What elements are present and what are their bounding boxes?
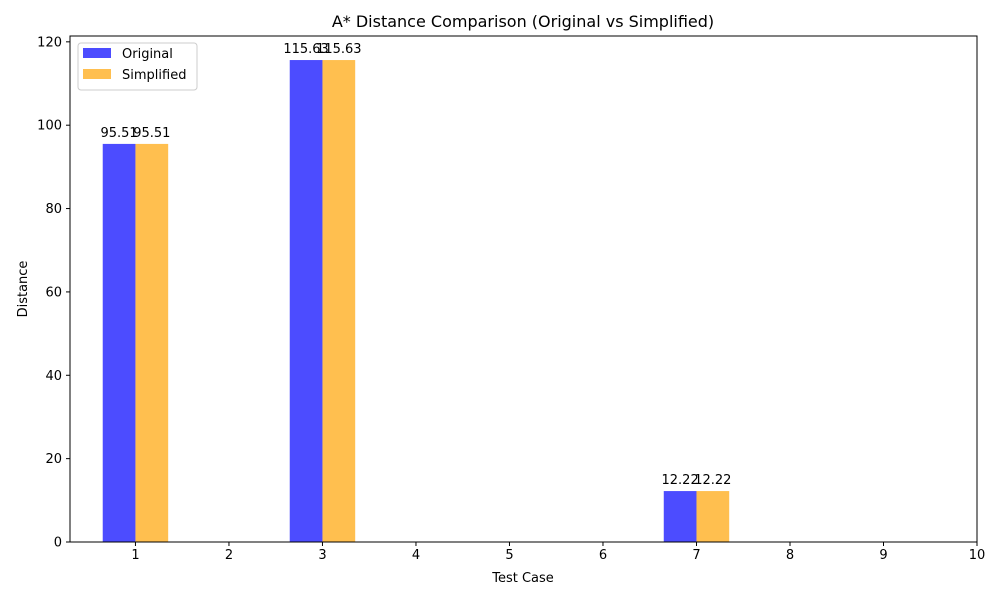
bar-label-original-3: 115.63 [283,42,329,57]
plot-frame [69,35,978,543]
y-tick-label: 20 [45,452,62,467]
legend: Original Simplified [77,42,198,91]
x-tick-label: 7 [692,548,700,563]
x-tick-label: 9 [879,548,887,563]
y-tick-label: 0 [54,536,62,551]
y-axis: 0 20 40 60 80 100 120 [37,35,70,551]
x-axis-label: Test Case [491,571,554,586]
bar-original-1 [102,143,136,543]
y-axis-label: Distance [16,261,31,318]
x-tick-label: 6 [599,548,607,563]
legend-swatch-original [83,48,111,58]
x-tick-label: 5 [505,548,513,563]
legend-label-simplified: Simplified [122,68,186,83]
x-tick-label: 1 [131,548,139,563]
bar-label-original-7: 12.22 [662,473,699,488]
x-tick-label: 3 [318,548,326,563]
bar-label-simplified-7: 12.22 [694,473,731,488]
bar-label-simplified-1: 95.51 [133,126,170,141]
y-tick-label: 60 [45,285,62,300]
chart-title: A* Distance Comparison (Original vs Simp… [332,12,714,31]
x-tick-label: 4 [412,548,420,563]
bar-simplified-7 [696,491,730,542]
x-axis: 1 2 3 4 5 6 7 8 9 10 [131,542,985,563]
bar-labels-group: 95.51 115.63 12.22 95.51 115.63 12.22 [100,42,731,488]
y-tick-label: 120 [37,35,62,50]
y-tick-label: 40 [45,369,62,384]
y-tick-label: 100 [37,119,62,134]
legend-swatch-simplified [83,69,111,79]
bars-group [102,60,730,543]
bar-label-simplified-3: 115.63 [316,42,362,57]
legend-label-original: Original [122,47,173,62]
bar-simplified-1 [135,143,169,543]
x-tick-label: 8 [786,548,794,563]
x-tick-label: 2 [225,548,233,563]
bar-simplified-3 [322,60,356,542]
bar-original-3 [289,60,323,542]
x-tick-label: 10 [969,548,986,563]
y-tick-label: 80 [45,202,62,217]
bar-original-7 [663,491,697,542]
bar-label-original-1: 95.51 [100,126,137,141]
